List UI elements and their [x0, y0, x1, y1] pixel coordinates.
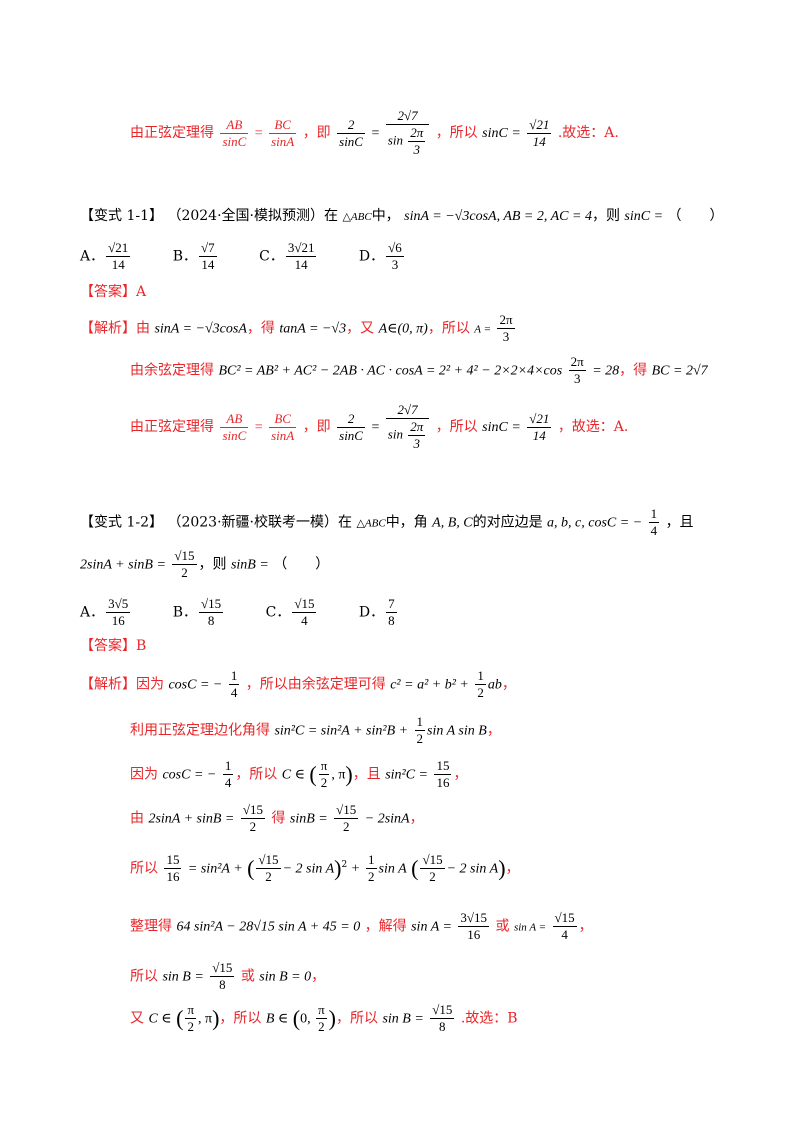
fraction: 2π 3	[568, 354, 586, 386]
option-b[interactable]: B． √7 14	[172, 240, 217, 272]
solution-1-1-line3: 由正弦定理得 AB sinC = BC sinA ，即 2 sinC = 2√7 sin…	[130, 402, 629, 452]
question-1-2-line1: 【变式 1-2】 （2023·新疆·校联考一模）在 △ABC中，角 A, B, …	[80, 506, 694, 538]
solution-tag: 【解析】	[80, 320, 136, 337]
options-1-1: A． √21 14 B． √7 14 C． 3√21 14 D． √6 3	[80, 240, 442, 273]
option-d[interactable]: D． 7 8	[358, 596, 397, 628]
math: sinC =	[624, 209, 664, 224]
fraction: 2 sinC	[337, 410, 365, 443]
math: 2sinA + sinB =	[80, 557, 166, 573]
solution-1-1-line1: 【解析】由 sinA = −√3cosA，得 tanA = −√3，又 A∈(0…	[80, 312, 515, 344]
fraction: 2√7 sin 2π 3	[385, 108, 430, 158]
paren: （ ）	[667, 208, 724, 224]
math: △ABC	[342, 211, 372, 223]
math: BC² = AB² + AC² − 2AB · AC · cosA = 2² +…	[218, 363, 563, 379]
option-a[interactable]: A． 3√5 16	[80, 596, 131, 628]
fraction: √21 14	[527, 410, 552, 443]
fraction: 15 16	[434, 758, 452, 790]
answer-tag: 【答案】A	[80, 284, 147, 300]
text: ，即	[302, 125, 331, 141]
text: 由正弦定理得	[130, 125, 214, 141]
fraction: BC sinA	[269, 410, 297, 443]
math: tanA = −√3	[279, 321, 347, 337]
option-c[interactable]: C． √15 4	[265, 596, 317, 628]
fraction: BC sinA	[269, 116, 297, 149]
math: a, b, c, cosC = −	[547, 515, 643, 531]
equals: =	[254, 126, 263, 141]
fraction: AB sinC	[220, 410, 249, 443]
fraction: √15 2	[172, 548, 197, 580]
text: .故选：A.	[557, 125, 619, 141]
math: sinA = −√3cosA, AB = 2, AC = 4	[404, 209, 592, 224]
option-d[interactable]: D． √6 3	[358, 240, 404, 272]
answer-1-2: 【答案】B	[80, 636, 146, 656]
solution-1-2-line3: 因为 cosC = − 1 4 ，所以 C ∈ (π 2, π)，且 sin²C = …	[130, 758, 468, 790]
fraction: 2π 3	[497, 312, 515, 344]
question-1-1: 【变式 1-1】 （2024·全国·模拟预测）在 △ABC中， sinA = −…	[80, 206, 723, 227]
question-1-2-line2: 2sinA + sinB = √15 2 ，则 sinB = （ ）	[80, 548, 330, 580]
equals: =	[371, 126, 380, 141]
option-b[interactable]: B． √15 8	[172, 596, 224, 628]
text: 中，	[371, 208, 400, 224]
solution-1-1-line2: 由余弦定理得 BC² = AB² + AC² − 2AB · AC · cosA…	[130, 354, 708, 386]
question-source: （2024·全国·模拟预测）在	[167, 208, 338, 224]
math: A, B, C	[432, 515, 473, 531]
answer-tag: 【答案】B	[80, 638, 147, 654]
fraction: 2 sinC	[337, 116, 365, 149]
option-a[interactable]: A． √21 14	[80, 240, 131, 272]
fraction: 2√7 sin 2π 3	[385, 402, 430, 452]
solution-1-2-line6: 整理得 64 sin²A − 28√15 sin A + 45 = 0 ，解得 …	[130, 910, 593, 942]
solution-1-2-line8: 又 C ∈ (π 2, π)，所以 B ∈ (0, π 2)，所以 sin B = …	[130, 1002, 518, 1034]
solution-1-2-line2: 利用正弦定理边化角得 sin²C = sin²A + sin²B + 1 2 sin…	[130, 714, 501, 746]
math: sinA = −√3cosA	[154, 321, 247, 337]
solution-1-2-line4: 由 2sinA + sinB = √15 2 得 sinB = √15 2 − 2s…	[130, 802, 424, 834]
option-c[interactable]: C． 3√21 14	[259, 240, 317, 272]
math: A∈(0, π)	[378, 321, 428, 337]
math: A =	[474, 323, 491, 336]
question-tag: 【变式 1-2】	[80, 514, 163, 531]
solution-1-2-line7: 所以 sin B = √15 8 或 sin B = 0，	[130, 960, 326, 992]
math: BC = 2√7	[651, 363, 708, 379]
question-tag: 【变式 1-1】	[80, 208, 163, 224]
text: ，所以	[435, 125, 478, 141]
options-1-2: A． 3√5 16 B． √15 8 C． √15 4 D． 7 8	[80, 596, 435, 629]
question-source: （2023·新疆·校联考一模）在	[167, 514, 352, 531]
solution-tag: 【解析】	[80, 676, 136, 693]
fraction: AB sinC	[220, 116, 249, 149]
fraction: √21 14	[527, 116, 552, 149]
text: ，则	[591, 208, 620, 224]
answer-1-1: 【答案】A	[80, 282, 146, 302]
math: sinB =	[230, 557, 269, 573]
math: = 28	[592, 363, 620, 379]
math: sinC =	[482, 126, 521, 141]
top-solution-line: 由正弦定理得 AB sinC = BC sinA ，即 2 sinC = 2√7 sin…	[130, 108, 619, 158]
